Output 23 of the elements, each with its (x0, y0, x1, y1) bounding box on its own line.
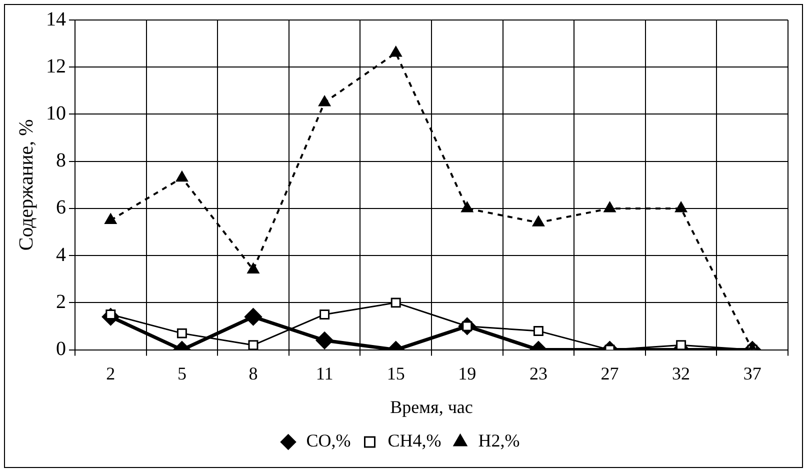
x-axis-title: Время, час (390, 396, 473, 417)
y-axis-title: Содержание, % (15, 119, 38, 251)
x-tick-label: 15 (386, 363, 405, 384)
x-tick-label: 19 (458, 363, 476, 384)
x-tick-label: 8 (248, 363, 258, 384)
y-tick-label: 6 (56, 196, 66, 219)
legend-label: CO,% (306, 430, 351, 451)
y-tick-label: 4 (56, 244, 66, 266)
x-tick-label: 11 (316, 363, 334, 384)
legend-label: H2,% (478, 430, 520, 451)
x-tick-label: 27 (600, 363, 619, 384)
y-tick-label: 8 (56, 150, 66, 172)
x-tick-label: 2 (106, 363, 116, 384)
legend-label: CH4,% (388, 430, 442, 451)
y-tick-label: 14 (46, 8, 66, 30)
y-tick-label: 2 (56, 290, 66, 313)
x-tick-label: 32 (672, 363, 690, 384)
y-tick-label: 0 (56, 338, 66, 360)
x-tick-label: 23 (529, 363, 548, 384)
y-tick-label: 10 (46, 102, 66, 124)
x-tick-label: 37 (743, 363, 762, 384)
x-tick-label: 5 (177, 363, 186, 384)
y-tick-label: 12 (46, 55, 66, 78)
